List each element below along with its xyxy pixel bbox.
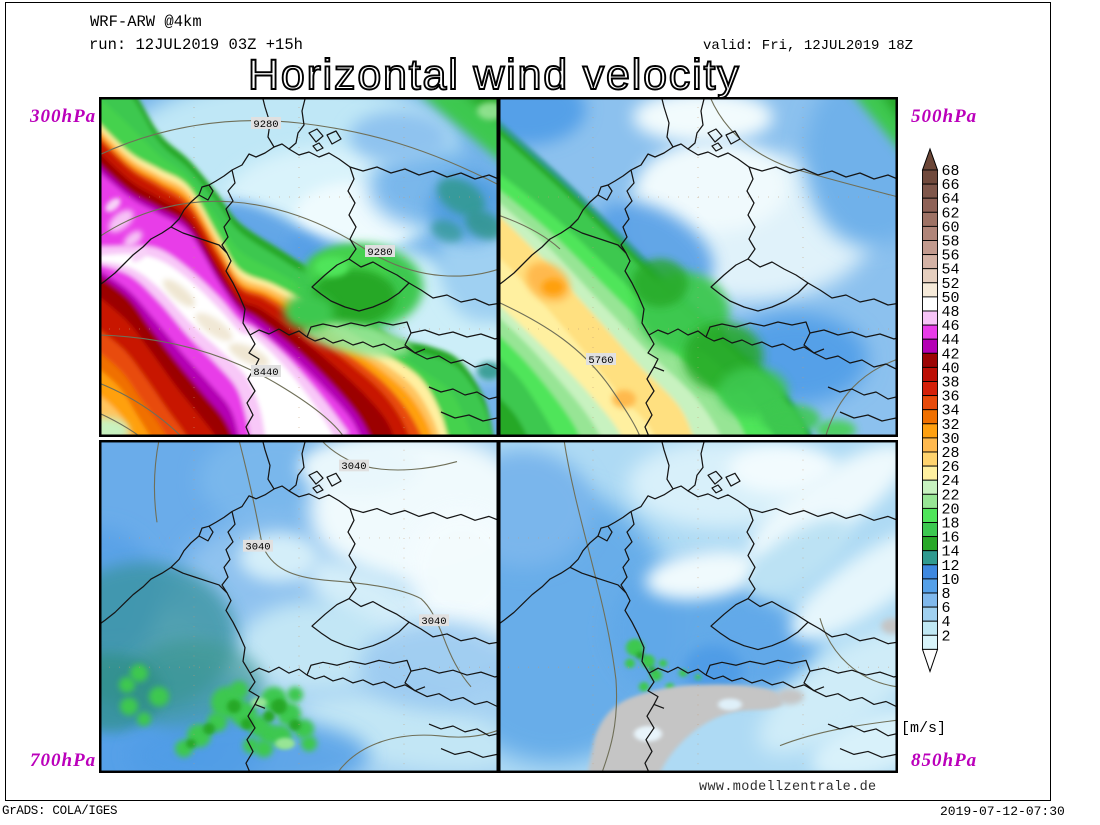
svg-text:32: 32 xyxy=(942,417,960,434)
svg-text:36: 36 xyxy=(942,389,960,406)
svg-text:54: 54 xyxy=(942,262,960,279)
svg-text:3040: 3040 xyxy=(341,461,366,473)
svg-text:6: 6 xyxy=(942,600,951,617)
svg-text:66: 66 xyxy=(942,177,960,194)
svg-text:8440: 8440 xyxy=(253,367,278,379)
svg-text:46: 46 xyxy=(942,318,960,335)
svg-text:50: 50 xyxy=(942,290,960,307)
svg-text:60: 60 xyxy=(942,219,960,236)
svg-text:5760: 5760 xyxy=(588,355,613,367)
svg-text:52: 52 xyxy=(942,276,960,293)
svg-text:18: 18 xyxy=(942,516,960,533)
svg-text:9280: 9280 xyxy=(253,119,278,131)
svg-text:38: 38 xyxy=(942,375,960,392)
svg-text:34: 34 xyxy=(942,403,960,420)
svg-text:62: 62 xyxy=(942,205,960,222)
svg-text:30: 30 xyxy=(942,431,960,448)
svg-text:48: 48 xyxy=(942,304,960,321)
svg-text:20: 20 xyxy=(942,501,960,518)
svg-text:Horizontal wind velocity: Horizontal wind velocity xyxy=(248,51,741,99)
svg-text:4: 4 xyxy=(942,614,951,631)
svg-text:12: 12 xyxy=(942,558,960,575)
svg-text:3040: 3040 xyxy=(421,616,446,628)
svg-text:24: 24 xyxy=(942,473,960,490)
svg-text:9280: 9280 xyxy=(367,247,392,259)
svg-text:28: 28 xyxy=(942,445,960,462)
svg-text:3040: 3040 xyxy=(245,542,270,554)
svg-text:68: 68 xyxy=(942,163,960,180)
svg-text:40: 40 xyxy=(942,360,960,377)
svg-text:14: 14 xyxy=(942,544,960,561)
svg-text:2: 2 xyxy=(942,628,951,645)
svg-text:10: 10 xyxy=(942,572,960,589)
svg-text:22: 22 xyxy=(942,487,960,504)
svg-text:26: 26 xyxy=(942,459,960,476)
svg-text:8: 8 xyxy=(942,586,951,603)
svg-text:64: 64 xyxy=(942,191,960,208)
svg-text:16: 16 xyxy=(942,530,960,547)
svg-text:44: 44 xyxy=(942,332,960,349)
svg-text:42: 42 xyxy=(942,346,960,363)
svg-text:58: 58 xyxy=(942,234,960,251)
svg-text:56: 56 xyxy=(942,248,960,265)
